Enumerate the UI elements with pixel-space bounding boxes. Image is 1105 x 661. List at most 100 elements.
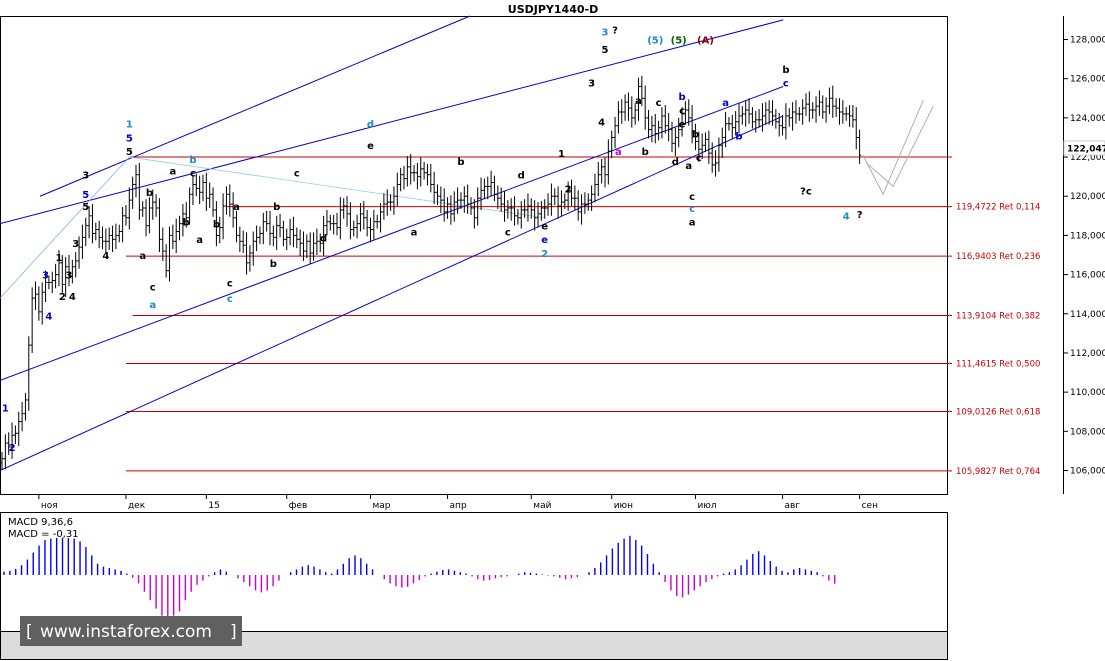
wave-label: a	[139, 251, 146, 262]
ohlc-bar	[683, 101, 687, 125]
ohlc-bar	[616, 101, 620, 134]
wave-label: c	[294, 169, 300, 180]
wave-label: 5	[126, 147, 133, 158]
wave-label: b	[213, 220, 220, 231]
ohlc-bar	[780, 114, 785, 136]
guide-line	[0, 156, 130, 299]
ohlc-bar	[841, 100, 845, 124]
wave-label: a	[689, 218, 696, 229]
ohlc-bar	[285, 228, 289, 251]
ohlc-bar	[710, 142, 714, 173]
wave-label: 5	[82, 202, 89, 213]
wave-label: a	[615, 147, 622, 158]
x-tick-label: апр	[450, 501, 467, 511]
ohlc-bar	[295, 227, 299, 249]
y-tick-label: 112,000	[1070, 349, 1105, 359]
wave-label: c	[190, 169, 196, 180]
ohlc-bar	[492, 175, 497, 202]
wave-label: c	[689, 204, 695, 215]
ohlc-bar	[37, 286, 41, 321]
ohlc-bar	[807, 91, 811, 122]
wave-label: c	[656, 98, 662, 109]
wave-label: a	[169, 167, 176, 178]
ohlc-bar	[646, 110, 651, 139]
wave-label: 3	[602, 28, 609, 39]
wave-label: b	[782, 65, 789, 76]
ohlc-bar	[288, 218, 292, 246]
wave-label: e	[679, 120, 686, 131]
wave-label: (5)	[647, 35, 663, 46]
ohlc-bar	[131, 176, 135, 209]
ohlc-bar	[84, 217, 88, 247]
ohlc-bar	[33, 281, 38, 310]
ohlc-bar	[774, 109, 778, 129]
ohlc-bar	[854, 107, 858, 150]
ohlc-bar	[57, 250, 61, 287]
ohlc-bar	[402, 165, 406, 190]
wave-label: a	[685, 161, 692, 172]
ohlc-bar	[519, 201, 523, 229]
ohlc-bar	[791, 102, 795, 131]
ohlc-bar	[553, 188, 557, 206]
wave-label: b	[273, 202, 280, 213]
trend-lines	[0, 15, 934, 471]
x-tick-label: май	[533, 501, 551, 511]
ohlc-bar	[352, 220, 356, 237]
ohlc-bar	[234, 210, 239, 243]
wave-label: 4	[69, 292, 76, 303]
ohlc-bar	[20, 401, 24, 432]
ohlc-bar	[378, 203, 383, 233]
watermark: [ www.instaforex.com ]	[20, 616, 242, 646]
ohlc-bar	[539, 201, 543, 221]
ohlc-bar	[626, 92, 631, 121]
ohlc-bar	[824, 97, 828, 123]
ohlc-bar	[844, 107, 848, 121]
ohlc-bar	[590, 185, 594, 211]
ohlc-bar	[419, 157, 423, 187]
ohlc-bar	[40, 282, 44, 325]
ohlc-bar	[211, 187, 215, 217]
ohlc-bar	[204, 172, 208, 211]
ohlc-bar	[536, 202, 540, 228]
ohlc-bar	[305, 234, 309, 258]
y-tick-label: 116,000	[1070, 271, 1105, 281]
ohlc-bar	[332, 214, 336, 235]
ohlc-bar	[670, 121, 674, 153]
ohlc-bar	[67, 255, 71, 287]
ohlc-bar	[529, 198, 533, 219]
ohlc-bar	[546, 193, 550, 216]
ohlc-bar	[174, 218, 178, 254]
ohlc-bar	[797, 107, 801, 121]
ohlc-bar	[499, 187, 503, 212]
ohlc-bar	[355, 214, 359, 239]
ohlc-bar	[328, 214, 332, 231]
ohlc-bar	[462, 186, 466, 213]
ohlc-bar	[606, 139, 610, 185]
wave-label: a	[233, 202, 240, 213]
ohlc-bar	[559, 190, 564, 216]
ohlc-bar	[154, 194, 158, 217]
wave-label: a	[149, 300, 156, 311]
ohlc-bar	[673, 127, 677, 157]
ohlc-bar	[476, 187, 480, 226]
ohlc-bar	[449, 195, 453, 225]
ohlc-bar	[291, 216, 296, 248]
ohlc-bar	[794, 100, 798, 124]
ohlc-bar	[7, 432, 11, 455]
wave-label: 4	[102, 251, 109, 262]
wave-label: 1	[126, 120, 133, 131]
ohlc-bar	[757, 109, 761, 128]
ohlc-bar	[218, 216, 222, 244]
ohlc-bar	[157, 198, 162, 253]
ohlc-bar	[650, 115, 654, 143]
ohlc-bar	[248, 245, 252, 272]
watermark-bracket-left: [	[26, 622, 33, 642]
ohlc-bar	[435, 184, 440, 206]
y-tick-label: 106,000	[1070, 466, 1105, 476]
wave-label: c	[150, 282, 156, 293]
wave-label: d	[320, 233, 327, 244]
wave-label: b	[678, 92, 685, 103]
wave-label: c	[783, 79, 789, 90]
ohlc-bar	[827, 87, 832, 114]
ohlc-bar	[653, 113, 657, 144]
